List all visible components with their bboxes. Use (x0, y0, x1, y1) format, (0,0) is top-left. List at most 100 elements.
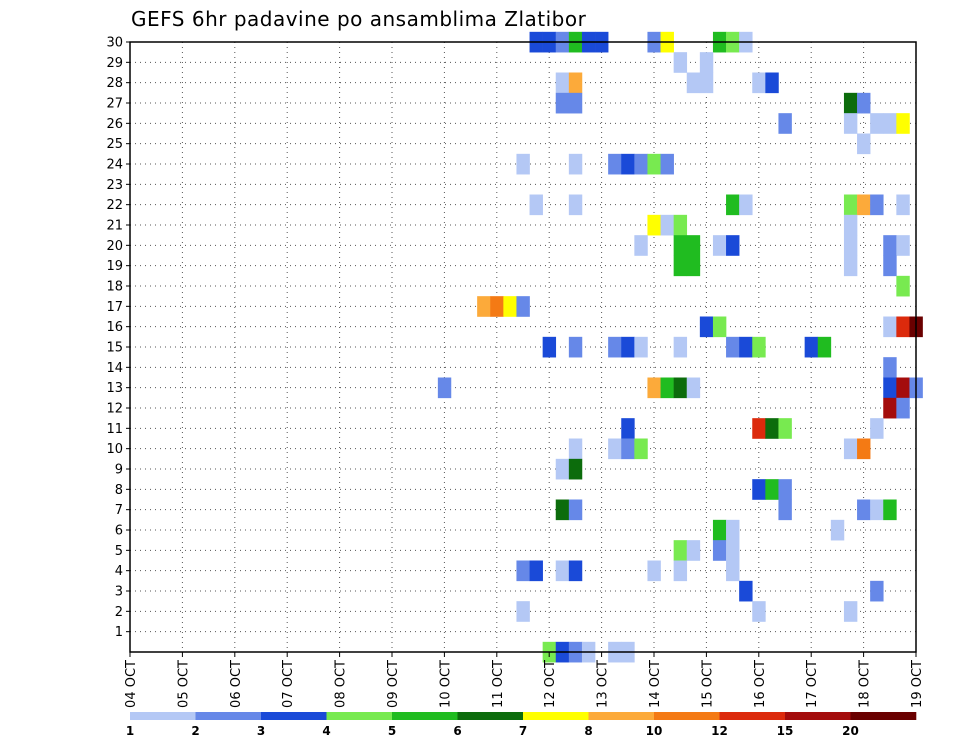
heatmap-cell (555, 72, 570, 94)
y-tick-label: 20 (106, 239, 123, 254)
x-tick-label: 19 OCT (910, 660, 925, 708)
heatmap-cell (765, 479, 779, 500)
heatmap-cell (568, 153, 583, 175)
heatmap-cell (726, 336, 740, 358)
legend-swatch (326, 712, 393, 720)
heatmap-cell (529, 194, 543, 216)
heatmap-cell (739, 336, 753, 358)
heatmap-cell (634, 153, 648, 175)
heatmap-cell (804, 336, 819, 358)
heatmap-cell (568, 499, 583, 521)
heatmap-cell (870, 418, 884, 439)
heatmap-cell (608, 336, 622, 358)
legend-label: 3 (257, 724, 265, 738)
heatmap-cell (568, 560, 583, 582)
x-tick-label: 10 OCT (438, 660, 453, 708)
heatmap-cell (752, 601, 766, 622)
heatmap-cell (752, 418, 766, 439)
heatmap-cell (843, 113, 858, 134)
heatmap-cell (726, 519, 740, 541)
heatmap-cell (686, 72, 701, 94)
y-tick-label: 29 (106, 56, 123, 71)
heatmap-cell (712, 235, 727, 256)
heatmap-cell (555, 458, 570, 480)
heatmap-cell (843, 601, 858, 622)
legend-swatch (392, 712, 458, 720)
heatmap-cell (712, 519, 727, 541)
legend-swatch (261, 712, 327, 720)
legend-label: 2 (191, 724, 199, 738)
heatmap-cell (883, 499, 897, 521)
heatmap-cell (896, 377, 910, 399)
heatmap-cell (568, 336, 583, 358)
heatmap-cell (568, 458, 583, 480)
legend-label: 15 (777, 724, 794, 738)
legend-label: 5 (388, 724, 396, 738)
y-axis: 1234567891011121314151617181920212223242… (106, 36, 130, 640)
heatmap-cell (503, 296, 517, 317)
y-tick-label: 24 (106, 158, 123, 173)
heatmap-cell (555, 92, 570, 114)
heatmap-cell (896, 194, 910, 216)
chart-title: GEFS 6hr padavine po ansamblima Zlatibor (131, 7, 587, 31)
heatmap-cell (529, 560, 543, 582)
y-tick-label: 13 (106, 381, 123, 396)
y-tick-label: 21 (106, 219, 123, 234)
x-tick-label: 13 OCT (596, 660, 611, 708)
y-tick-label: 2 (115, 605, 123, 620)
heatmap-cell (843, 92, 858, 114)
legend-swatch (457, 712, 524, 720)
heatmap-cell (621, 438, 635, 460)
heatmap-cell (568, 72, 583, 94)
legend-swatch (850, 712, 917, 720)
heatmap-cell (896, 397, 910, 419)
heatmap-cell (883, 255, 897, 277)
heatmap-cell (883, 316, 897, 338)
heatmap-cell (673, 235, 688, 256)
heatmap-cell (712, 316, 727, 338)
y-tick-label: 23 (106, 178, 123, 193)
heatmap-cell (608, 438, 622, 460)
x-tick-label: 17 OCT (805, 660, 820, 708)
heatmap-cell (608, 153, 622, 175)
heatmap-cell (843, 235, 858, 256)
heatmap-cell (516, 296, 530, 317)
heatmap-cell (843, 194, 858, 216)
legend-swatch (719, 712, 786, 720)
heatmap-cell (778, 499, 792, 521)
heatmap-cell (752, 72, 766, 94)
heatmap-cell (555, 560, 570, 582)
heatmap-cell (857, 92, 871, 114)
heatmap-cell (883, 113, 897, 134)
y-tick-label: 1 (115, 625, 123, 640)
heatmap-cell (477, 296, 491, 317)
heatmap-cell (568, 194, 583, 216)
heatmap-cell (817, 336, 832, 358)
y-tick-label: 25 (106, 137, 123, 152)
heatmap-cell (896, 275, 910, 297)
heatmap-cell (673, 52, 688, 73)
heatmap-cell (726, 540, 740, 561)
y-tick-label: 5 (115, 544, 123, 559)
heatmap-cell (673, 560, 688, 582)
heatmap-cell (857, 499, 871, 521)
heatmap-cell (516, 560, 530, 582)
x-tick-label: 08 OCT (334, 660, 349, 708)
x-tick-label: 11 OCT (491, 660, 506, 708)
x-tick-label: 12 OCT (543, 660, 558, 708)
heatmap-cell (752, 336, 766, 358)
y-tick-label: 14 (106, 361, 123, 376)
heatmap-cell (516, 601, 530, 622)
heatmap-cell (660, 153, 674, 175)
heatmap-cell (621, 153, 635, 175)
heatmap-cell (647, 214, 661, 236)
heatmap-cell (896, 316, 910, 338)
heatmap-cell (621, 336, 635, 358)
heatmap-cell (634, 438, 648, 460)
legend-label: 12 (711, 724, 728, 738)
heatmap-cell (673, 214, 688, 236)
heatmap-cell (870, 580, 884, 602)
heatmap-cell (870, 113, 884, 134)
legend-label: 20 (842, 724, 859, 738)
y-tick-label: 22 (106, 198, 123, 213)
